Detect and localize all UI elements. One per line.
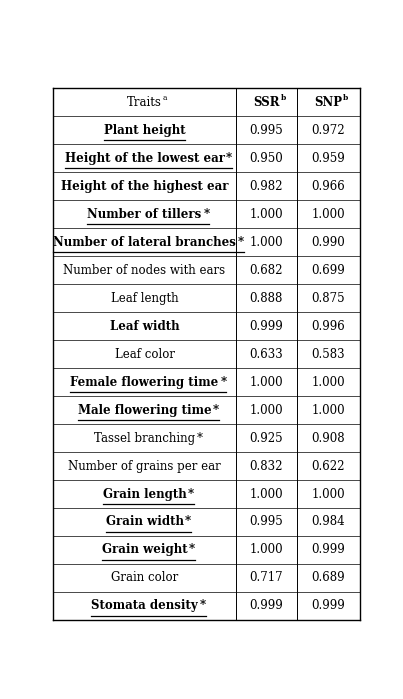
Text: 0.908: 0.908	[312, 431, 345, 445]
Text: Tassel branching: Tassel branching	[94, 431, 195, 445]
Text: Leaf length: Leaf length	[111, 291, 179, 305]
Text: Grain weight: Grain weight	[102, 544, 187, 556]
Text: Height of the highest ear: Height of the highest ear	[61, 180, 229, 193]
Text: Number of tillers: Number of tillers	[87, 208, 202, 221]
Text: 0.925: 0.925	[249, 431, 283, 445]
Text: Male flowering time: Male flowering time	[78, 403, 211, 417]
Text: 0.959: 0.959	[312, 152, 345, 165]
Text: 0.999: 0.999	[249, 600, 283, 612]
Text: 1.000: 1.000	[249, 487, 283, 500]
Text: 0.996: 0.996	[312, 319, 345, 333]
Text: 1.000: 1.000	[249, 208, 283, 221]
Text: *: *	[189, 544, 195, 556]
Text: 0.832: 0.832	[249, 459, 283, 473]
Text: Number of nodes with ears: Number of nodes with ears	[64, 264, 226, 277]
Text: 0.999: 0.999	[312, 544, 345, 556]
Text: 0.699: 0.699	[312, 264, 345, 277]
Text: Number of grains per ear: Number of grains per ear	[68, 459, 221, 473]
Text: Grain length: Grain length	[103, 487, 187, 500]
Text: Leaf color: Leaf color	[114, 347, 174, 361]
Text: 1.000: 1.000	[249, 236, 283, 249]
Text: Stomata density: Stomata density	[91, 600, 198, 612]
Text: SNP: SNP	[314, 96, 342, 108]
Text: 0.999: 0.999	[249, 319, 283, 333]
Text: 0.633: 0.633	[249, 347, 283, 361]
Text: 0.875: 0.875	[312, 291, 345, 305]
Text: 1.000: 1.000	[249, 544, 283, 556]
Text: 0.689: 0.689	[312, 572, 345, 584]
Text: *: *	[203, 208, 210, 221]
Text: Grain width: Grain width	[106, 515, 183, 528]
Text: 1.000: 1.000	[312, 208, 345, 221]
Text: Traits: Traits	[127, 96, 162, 108]
Text: 0.717: 0.717	[249, 572, 283, 584]
Text: 0.972: 0.972	[312, 124, 345, 137]
Text: 0.682: 0.682	[249, 264, 283, 277]
Text: 1.000: 1.000	[312, 403, 345, 417]
Text: 0.990: 0.990	[312, 236, 345, 249]
Text: Height of the lowest ear: Height of the lowest ear	[64, 152, 224, 165]
Text: Grain color: Grain color	[111, 572, 178, 584]
Text: a: a	[163, 94, 167, 103]
Text: 0.888: 0.888	[249, 291, 283, 305]
Text: 0.950: 0.950	[249, 152, 283, 165]
Text: 1.000: 1.000	[312, 375, 345, 389]
Text: Leaf width: Leaf width	[110, 319, 179, 333]
Text: 1.000: 1.000	[312, 487, 345, 500]
Text: *: *	[185, 515, 191, 528]
Text: *: *	[226, 152, 232, 165]
Text: *: *	[213, 403, 219, 417]
Text: 0.995: 0.995	[249, 515, 283, 528]
Text: 1.000: 1.000	[249, 403, 283, 417]
Text: Female flowering time: Female flowering time	[71, 375, 219, 389]
Text: *: *	[197, 431, 203, 445]
Text: 0.999: 0.999	[312, 600, 345, 612]
Text: *: *	[220, 375, 226, 389]
Text: Plant height: Plant height	[104, 124, 185, 137]
Text: 0.995: 0.995	[249, 124, 283, 137]
Text: *: *	[237, 236, 244, 249]
Text: Number of lateral branches: Number of lateral branches	[53, 236, 236, 249]
Text: *: *	[188, 487, 194, 500]
Text: b: b	[280, 94, 286, 103]
Text: 0.583: 0.583	[312, 347, 345, 361]
Text: 0.622: 0.622	[312, 459, 345, 473]
Text: 0.966: 0.966	[312, 180, 345, 193]
Text: 1.000: 1.000	[249, 375, 283, 389]
Text: *: *	[199, 600, 206, 612]
Text: 0.982: 0.982	[249, 180, 283, 193]
Text: SSR: SSR	[253, 96, 279, 108]
Text: 0.984: 0.984	[312, 515, 345, 528]
Text: b: b	[343, 94, 348, 103]
